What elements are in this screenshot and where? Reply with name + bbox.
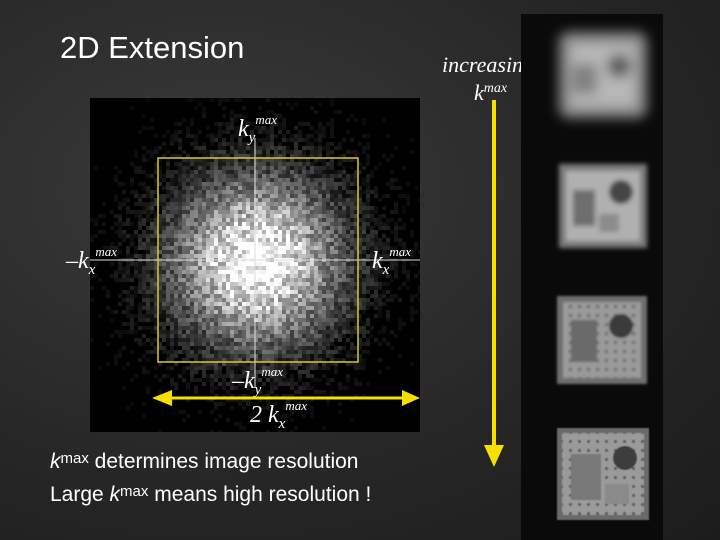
slide-title: 2D Extension — [60, 30, 245, 65]
k-space-noise — [90, 98, 420, 432]
neg-kx-max-label: –kxmax — [66, 244, 117, 278]
increasing-kmax-label: kmax — [474, 80, 508, 105]
increasing-label: increasing — [442, 52, 535, 77]
kmax-box — [157, 157, 359, 363]
width-arrow-right-head — [402, 390, 420, 406]
caption-line-1: kmax determines image resolution — [50, 450, 359, 473]
reconstruction-kmax-12 — [557, 296, 647, 384]
reconstruction-strip — [521, 14, 663, 540]
ky-max-label: kymax — [238, 112, 277, 146]
caption-line-2: Large kmax means high resolution ! — [50, 483, 372, 506]
reconstruction-kmax-8 — [559, 164, 647, 248]
kx-max-label: kxmax — [372, 244, 411, 278]
k-space-image — [90, 98, 420, 432]
increasing-arrow — [484, 100, 504, 467]
neg-ky-max-label: –kymax — [232, 364, 283, 398]
width-arrow-left-head — [152, 390, 172, 406]
width-2kx-max-label: 2 kxmax — [250, 398, 307, 432]
reconstruction-kmax-4 — [559, 32, 647, 118]
reconstruction-kmax-16 — [557, 428, 649, 520]
